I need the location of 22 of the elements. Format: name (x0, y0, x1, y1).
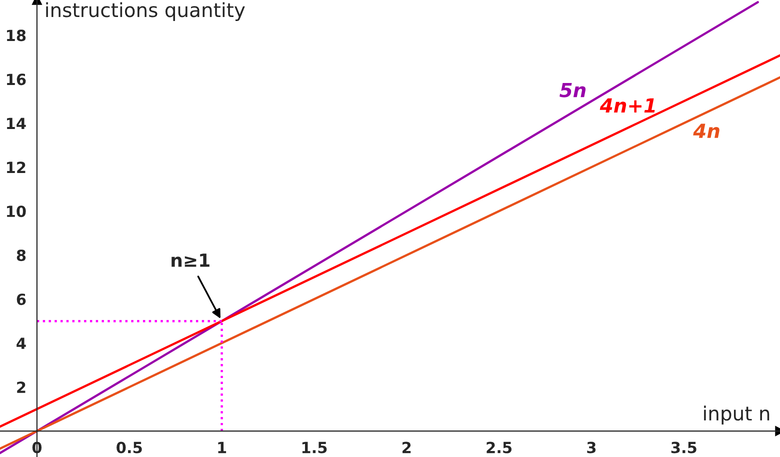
x-tick-label: 2 (402, 442, 411, 454)
x-tick-label: 2.5 (486, 442, 512, 454)
y-axis-title: instructions quantity (46, 2, 245, 22)
y-tick-label: 12 (7, 162, 26, 173)
y-tick-label: 18 (7, 30, 26, 42)
series-label: 4n+1 (600, 98, 655, 113)
y-tick-label: 10 (7, 206, 26, 218)
series-label: 5n (560, 82, 586, 98)
y-tick-label: 4 (16, 338, 26, 349)
x-tick-label: 0.5 (116, 442, 142, 454)
x-tick-label: 3 (587, 442, 596, 454)
series-label: 4n (693, 124, 720, 138)
x-tick-label: 1 (218, 442, 226, 454)
y-tick-label: 14 (7, 118, 26, 129)
x-tick-label: 1.5 (302, 442, 327, 454)
y-tick-label: 2 (17, 382, 26, 393)
annotation: n≥1 (172, 254, 210, 267)
y-tick-label: 8 (16, 250, 26, 262)
y-tick-label: 16 (7, 74, 26, 86)
x-tick-label: 3.5 (671, 442, 696, 454)
y-tick-label: 6 (16, 294, 26, 306)
x-axis-title: input n (704, 406, 770, 424)
